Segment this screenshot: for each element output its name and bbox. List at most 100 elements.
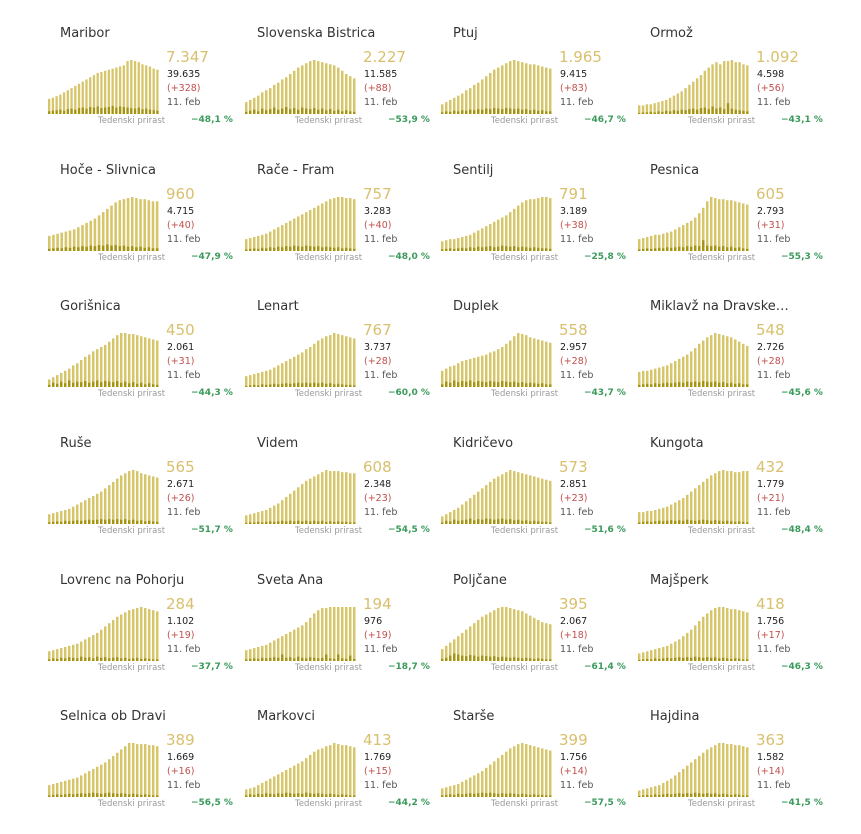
active-cases: 1.092	[756, 48, 799, 66]
daily-bar	[746, 659, 749, 661]
daily-bar	[261, 247, 264, 251]
daily-bar	[666, 793, 669, 797]
cumulative-bar	[132, 609, 135, 661]
cumulative-bar	[699, 75, 703, 114]
cumulative-bar	[289, 493, 292, 524]
daily-change: (+328)	[167, 83, 201, 94]
daily-bar	[60, 381, 63, 387]
daily-bar	[694, 245, 697, 251]
daily-bar	[309, 246, 312, 251]
daily-bar	[301, 657, 304, 661]
daily-bar	[642, 521, 645, 524]
cumulative-bar	[654, 368, 657, 387]
daily-bar	[126, 107, 129, 114]
sparkline-chart	[48, 470, 159, 524]
daily-bar	[245, 385, 248, 387]
cumulative-bar	[549, 624, 552, 661]
cumulative-bar	[485, 767, 488, 797]
daily-bar	[449, 111, 452, 114]
daily-bar	[722, 793, 725, 797]
daily-bar	[148, 794, 151, 797]
daily-bar	[698, 382, 701, 387]
cumulative-bar	[441, 241, 444, 251]
cumulative-bar	[148, 745, 151, 797]
daily-bar	[273, 383, 276, 387]
daily-bar	[56, 794, 59, 797]
cumulative-bar	[85, 222, 88, 251]
cumulative-bar	[48, 98, 51, 114]
cumulative-bar	[76, 643, 79, 661]
cumulative-bar	[281, 225, 284, 251]
daily-bar	[111, 105, 114, 114]
cumulative-bar	[108, 623, 111, 661]
daily-bar	[738, 383, 741, 387]
cumulative-bar	[309, 347, 312, 387]
daily-bar	[124, 657, 127, 661]
cumulative-bar	[112, 481, 115, 524]
cumulative-bar	[333, 198, 336, 251]
daily-bar	[349, 522, 352, 524]
daily-bar	[461, 381, 464, 387]
cumulative-bar	[329, 745, 332, 797]
daily-bar	[465, 656, 468, 661]
total-cases: 2.793	[757, 206, 785, 217]
cumulative-bar	[333, 743, 336, 797]
daily-bar	[265, 248, 268, 251]
cumulative-bar	[76, 777, 79, 797]
cumulative-bar	[96, 493, 99, 524]
cumulative-bar	[509, 340, 512, 387]
cumulative-bar	[156, 340, 159, 387]
cumulative-bar	[108, 485, 111, 524]
daily-bar	[249, 794, 252, 797]
total-cases: 9.415	[560, 69, 588, 80]
active-cases: 573	[559, 458, 588, 476]
daily-bar	[473, 655, 476, 661]
cumulative-bar	[638, 790, 641, 797]
cumulative-bar	[509, 212, 512, 251]
daily-bar	[661, 111, 664, 114]
daily-bar	[110, 245, 113, 251]
cumulative-bar	[485, 485, 488, 524]
growth-label: Tedenski prirast	[98, 799, 166, 809]
cumulative-bar	[104, 70, 107, 114]
daily-bar	[88, 519, 91, 524]
daily-change: (+31)	[757, 220, 785, 231]
cumulative-bar	[56, 233, 59, 251]
weekly-growth: −44,3 %	[191, 388, 233, 398]
cumulative-bar	[152, 476, 155, 524]
cumulative-bar	[89, 220, 93, 251]
daily-bar	[497, 382, 500, 387]
daily-bar	[469, 793, 472, 797]
daily-bar	[469, 655, 472, 661]
daily-bar	[485, 246, 488, 251]
daily-bar	[441, 384, 444, 387]
cumulative-bar	[477, 619, 480, 661]
daily-bar	[678, 382, 681, 387]
cumulative-bar	[68, 779, 71, 797]
daily-bar	[449, 794, 452, 797]
daily-bar	[726, 658, 729, 661]
daily-bar	[718, 246, 721, 251]
cumulative-bar	[734, 339, 737, 387]
daily-bar	[730, 246, 733, 251]
cumulative-bar	[321, 203, 324, 251]
daily-bar	[100, 108, 103, 114]
date-label: 11. feb	[167, 370, 201, 381]
daily-bar	[104, 793, 107, 797]
daily-change: (+40)	[364, 220, 392, 231]
daily-bar	[74, 109, 77, 114]
cumulative-bar	[509, 608, 512, 661]
daily-bar	[345, 521, 348, 524]
daily-bar	[525, 383, 528, 387]
daily-bar	[441, 658, 444, 661]
cumulative-bar	[152, 610, 155, 661]
daily-bar	[132, 382, 135, 387]
cumulative-bar	[674, 361, 677, 387]
active-cases: 2.227	[363, 48, 406, 66]
cumulative-bar	[297, 487, 300, 524]
daily-bar	[309, 657, 312, 661]
municipality-card: Gorišnica 450 2.061 (+31) 11. feb Tedenski pr…	[48, 299, 233, 419]
cumulative-bar	[718, 743, 721, 797]
daily-bar	[249, 658, 252, 661]
